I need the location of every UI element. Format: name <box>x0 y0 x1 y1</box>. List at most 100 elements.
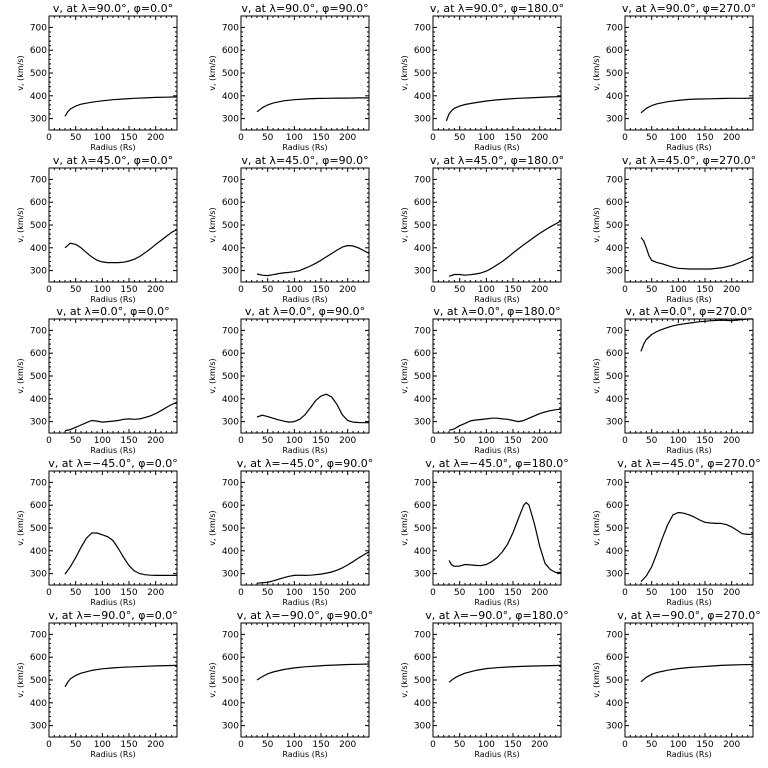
y-tick-label: 400 <box>606 92 623 102</box>
chart-title: v, at λ=−90.0°, φ=90.0° <box>237 609 373 622</box>
series-line <box>64 664 178 688</box>
plot-frame <box>48 15 178 131</box>
y-tick-label: 400 <box>606 395 623 405</box>
series-line <box>640 511 753 583</box>
y-tick-label: 300 <box>30 722 47 732</box>
plot-frame <box>240 167 370 283</box>
y-tick-label: 300 <box>30 115 47 125</box>
x-tick-label: 100 <box>286 285 303 295</box>
y-tick-label: 400 <box>606 244 623 254</box>
x-tick-label: 50 <box>454 133 466 143</box>
x-tick-label: 50 <box>454 588 466 598</box>
y-tick-label: 700 <box>222 175 239 185</box>
y-tick-label: 600 <box>222 46 239 56</box>
chart-title: v, at λ=−90.0°, φ=270.0° <box>617 609 760 622</box>
x-tick-label: 0 <box>430 133 436 143</box>
chart-panel: v, at λ=−90.0°, φ=270.0° 0 50 100 150 200 300 4… <box>592 609 761 759</box>
chart-title: v, at λ=45.0°, φ=270.0° <box>622 154 756 167</box>
x-tick-label: 50 <box>70 285 82 295</box>
y-tick-label: 400 <box>30 395 47 405</box>
x-tick-label: 150 <box>504 436 521 446</box>
y-tick-label: 600 <box>222 501 239 511</box>
x-tick-label: 150 <box>504 133 521 143</box>
y-tick-label: 300 <box>606 418 623 428</box>
series-line <box>448 664 562 683</box>
y-tick-label: 500 <box>414 372 431 382</box>
x-tick-label: 150 <box>120 588 137 598</box>
y-tick-label: 300 <box>414 722 431 732</box>
x-axis-label: Radius (Rs) <box>474 143 519 152</box>
y-axis-label: v, (km/s) <box>592 510 601 545</box>
chart-title: v, at λ=−45.0°, φ=270.0° <box>617 457 760 470</box>
x-tick-label: 100 <box>94 133 111 143</box>
y-tick-label: 300 <box>222 570 239 580</box>
x-tick-label: 200 <box>531 588 548 598</box>
y-tick-label: 600 <box>414 501 431 511</box>
x-tick-label: 200 <box>339 740 356 750</box>
x-tick-label: 200 <box>531 133 548 143</box>
x-tick-label: 200 <box>147 436 164 446</box>
y-axis-label: v, (km/s) <box>208 55 217 90</box>
series-line <box>256 393 369 424</box>
x-tick-label: 100 <box>670 436 687 446</box>
x-tick-label: 100 <box>670 133 687 143</box>
chart-panel: v, at λ=−90.0°, φ=180.0° 0 50 100 150 200 300 4… <box>400 609 569 759</box>
x-axis-label: Radius (Rs) <box>666 143 711 152</box>
x-tick-label: 50 <box>262 588 274 598</box>
y-tick-label: 700 <box>30 478 47 488</box>
y-tick-label: 600 <box>414 46 431 56</box>
x-axis-label: Radius (Rs) <box>474 598 519 607</box>
x-tick-label: 0 <box>238 436 244 446</box>
x-tick-label: 50 <box>70 133 82 143</box>
y-tick-label: 300 <box>222 267 239 277</box>
x-tick-label: 150 <box>312 436 329 446</box>
plot-frame <box>432 470 562 586</box>
x-tick-label: 100 <box>670 740 687 750</box>
chart-panel: v, at λ=0.0°, φ=0.0° 0 50 100 150 200 300 400 50… <box>16 305 178 455</box>
plot-frame <box>48 470 178 586</box>
y-tick-label: 700 <box>30 630 47 640</box>
plot-frame <box>48 167 178 283</box>
y-tick-label: 400 <box>222 92 239 102</box>
x-tick-label: 0 <box>430 436 436 446</box>
x-tick-label: 150 <box>312 133 329 143</box>
x-tick-label: 0 <box>622 588 628 598</box>
x-tick-label: 0 <box>46 133 52 143</box>
y-tick-label: 500 <box>606 524 623 534</box>
y-tick-label: 600 <box>414 653 431 663</box>
y-tick-label: 600 <box>30 46 47 56</box>
x-tick-label: 0 <box>46 740 52 750</box>
y-tick-label: 500 <box>30 221 47 231</box>
y-tick-label: 300 <box>30 418 47 428</box>
x-tick-label: 0 <box>622 436 628 446</box>
chart-title: v, at λ=90.0°, φ=0.0° <box>53 2 173 15</box>
y-tick-label: 400 <box>606 547 623 557</box>
x-tick-label: 50 <box>646 740 658 750</box>
x-tick-label: 0 <box>622 133 628 143</box>
y-axis-label: v, (km/s) <box>16 55 25 90</box>
y-tick-label: 600 <box>606 501 623 511</box>
x-tick-label: 150 <box>120 436 137 446</box>
x-tick-label: 50 <box>454 740 466 750</box>
x-tick-label: 50 <box>454 436 466 446</box>
y-tick-label: 600 <box>606 653 623 663</box>
x-tick-label: 150 <box>696 436 713 446</box>
y-tick-label: 600 <box>606 46 623 56</box>
y-tick-label: 700 <box>30 175 47 185</box>
x-tick-label: 50 <box>454 285 466 295</box>
x-tick-label: 150 <box>696 133 713 143</box>
chart-panel: v, at λ=−45.0°, φ=180.0° 0 50 100 150 200 300 4… <box>400 457 569 607</box>
y-tick-label: 700 <box>222 630 239 640</box>
x-axis-label: Radius (Rs) <box>474 750 519 759</box>
x-tick-label: 50 <box>262 740 274 750</box>
x-tick-label: 100 <box>670 285 687 295</box>
y-axis-label: v, (km/s) <box>16 510 25 545</box>
chart-panel: v, at λ=−45.0°, φ=0.0° 0 50 100 150 200 300 400… <box>16 457 178 607</box>
x-tick-label: 0 <box>46 285 52 295</box>
y-axis-label: v, (km/s) <box>208 207 217 242</box>
x-tick-label: 100 <box>478 740 495 750</box>
y-tick-label: 400 <box>222 244 239 254</box>
y-tick-label: 400 <box>30 699 47 709</box>
x-tick-label: 100 <box>286 436 303 446</box>
